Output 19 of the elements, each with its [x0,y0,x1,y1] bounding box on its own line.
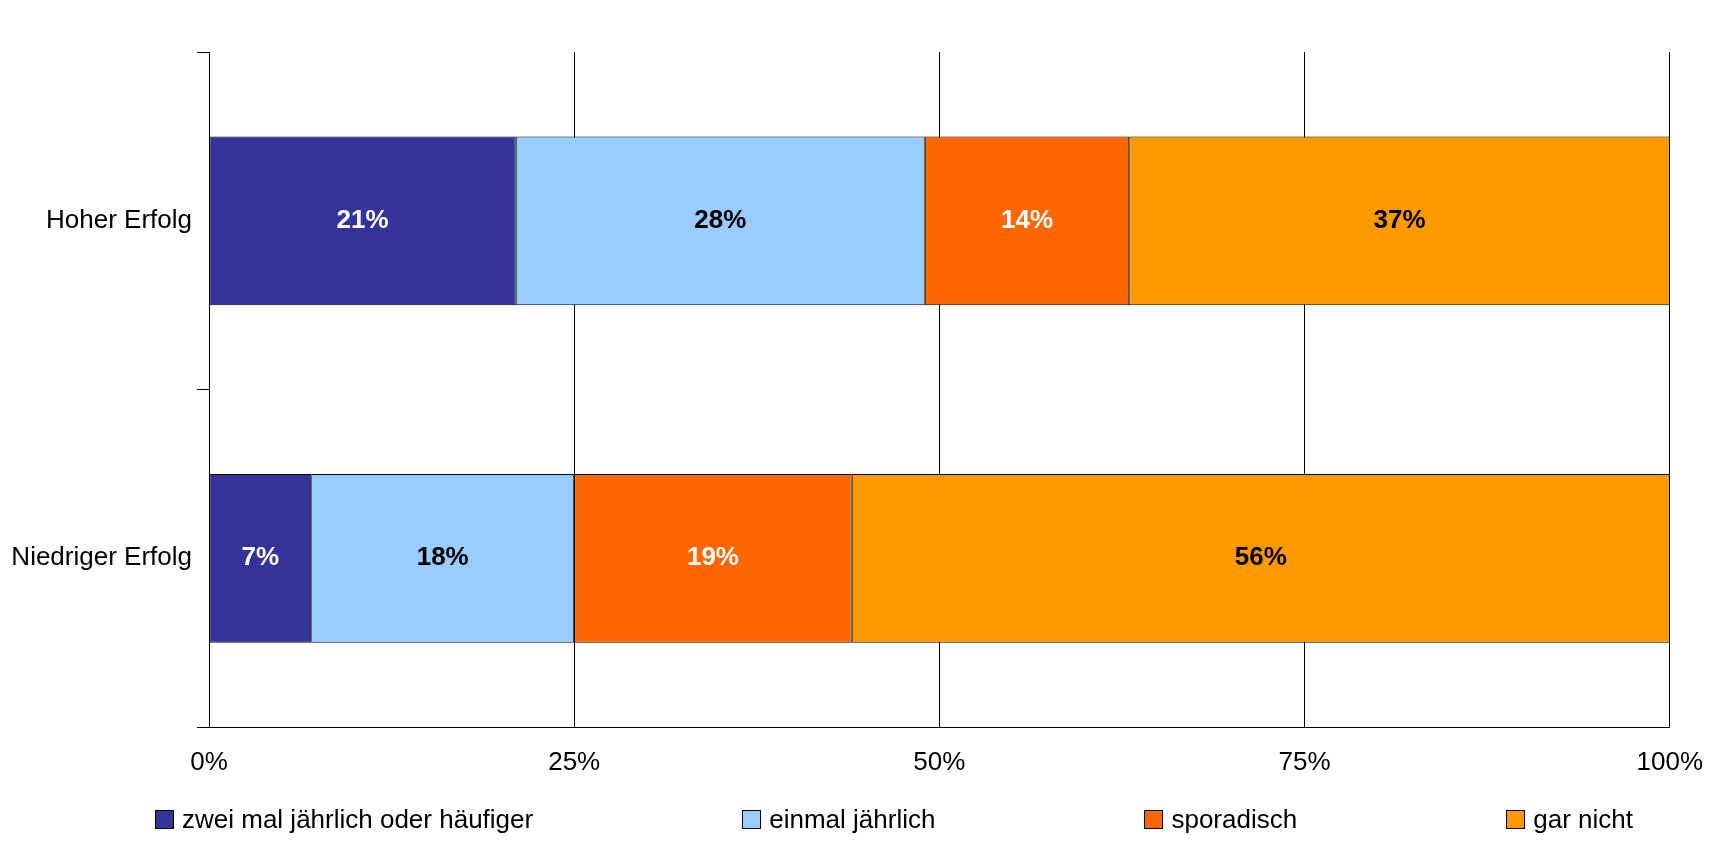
data-label: 18% [416,541,469,572]
y-tick-label: Hoher Erfolg [46,203,192,234]
data-label: 19% [686,541,739,572]
data-label: 7% [241,541,280,572]
x-tick-label: 75% [1278,745,1331,776]
data-label: 56% [1234,541,1287,572]
x-tick-label: 0% [190,745,228,776]
x-tick-label: 100% [1636,745,1703,776]
y-tick-label: Niedriger Erfolg [11,541,192,572]
x-tick-label: 25% [548,745,601,776]
legend-label: sporadisch [1171,804,1298,835]
data-label: 21% [336,203,389,234]
data-label: 37% [1373,203,1426,234]
legend-label: einmal jährlich [769,804,936,835]
data-label: 14% [1001,203,1054,234]
legend-label: gar nicht [1533,804,1633,835]
data-label: 28% [694,203,747,234]
legend-label: zwei mal jährlich oder häufiger [182,804,534,835]
x-tick-label: 50% [913,745,966,776]
